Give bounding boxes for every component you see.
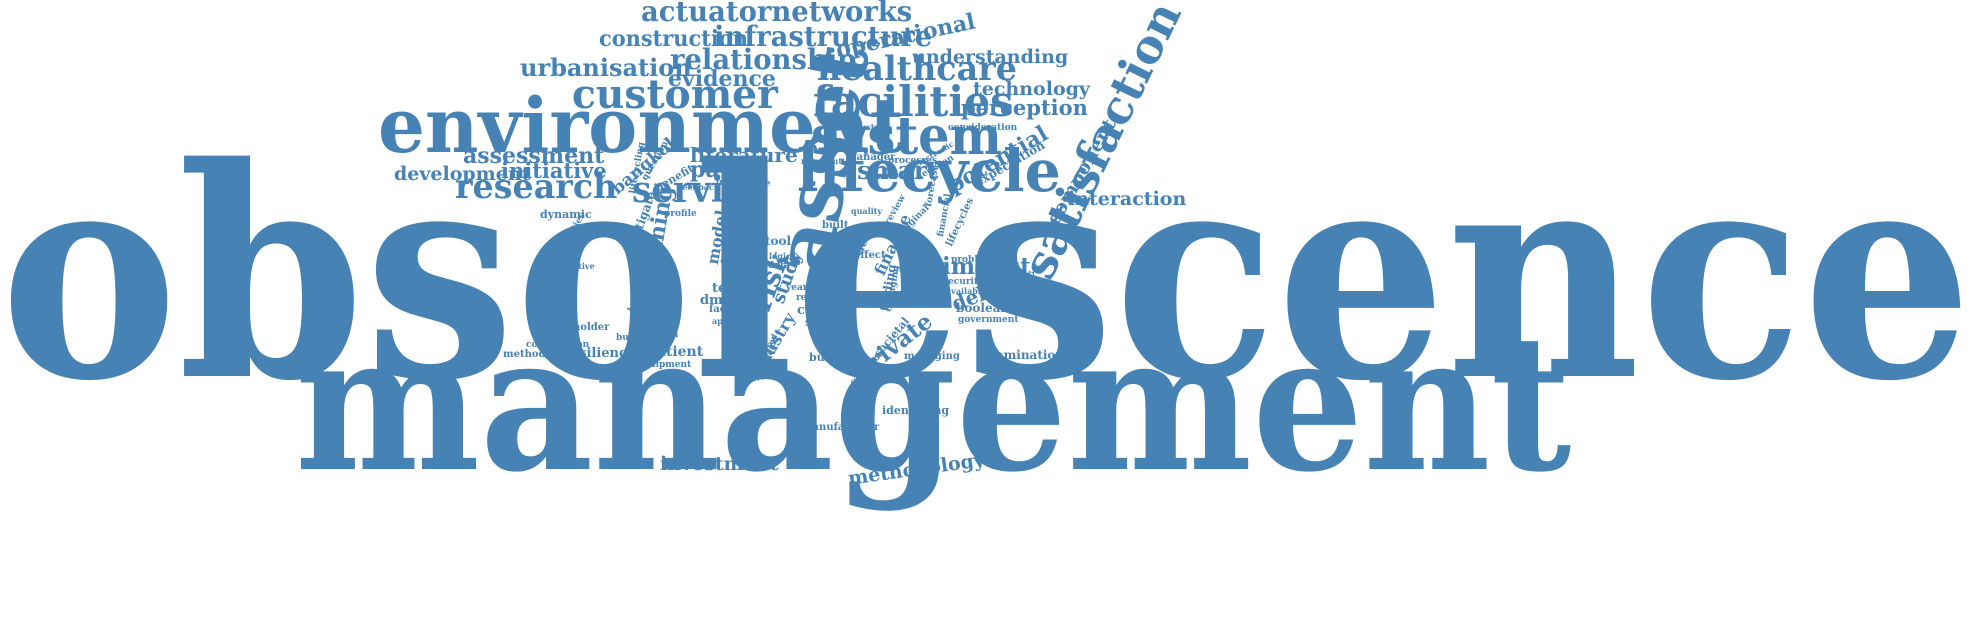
word-quality: quality bbox=[851, 206, 883, 216]
word-facility: facility bbox=[709, 304, 748, 315]
word-technology: technology bbox=[973, 78, 1090, 100]
word-research: research bbox=[455, 167, 618, 207]
word-obsolescence: obsolescence bbox=[0, 105, 1973, 445]
word-government: government bbox=[958, 315, 1019, 325]
word-resilience: resilience bbox=[564, 346, 636, 361]
word-patient: patient bbox=[647, 344, 704, 360]
word-system: system bbox=[811, 106, 1002, 167]
word-assset: assset bbox=[817, 323, 859, 337]
word-effect: effect bbox=[854, 250, 886, 261]
word-smart: smart bbox=[857, 156, 939, 185]
word-stakeholder: stakeholder bbox=[543, 322, 610, 333]
word-result: result bbox=[796, 293, 826, 303]
word-managing: managing bbox=[904, 351, 960, 362]
word-sensor: sensor bbox=[805, 315, 850, 329]
word-analysis: analysis bbox=[721, 349, 762, 359]
word-impact: impact bbox=[942, 253, 1031, 280]
word-equipment: equipment bbox=[637, 360, 692, 370]
word-investment: investment bbox=[660, 453, 779, 475]
word-logic: logic bbox=[769, 251, 791, 261]
word-infrastructure: infrastructure bbox=[714, 20, 933, 53]
word-case: case bbox=[818, 232, 848, 246]
word-feedback: feedback bbox=[679, 182, 720, 192]
word-urbanisation: urbanisation bbox=[520, 53, 692, 82]
word-building: building bbox=[809, 351, 861, 364]
word-proactive: proactive bbox=[553, 261, 595, 271]
word-perception: perception bbox=[961, 95, 1088, 120]
word-insight: insight bbox=[716, 177, 748, 187]
word-tool: tool bbox=[765, 234, 792, 248]
word-change: change bbox=[812, 297, 845, 307]
word-environment: environment bbox=[378, 81, 904, 170]
word-customer: customer bbox=[572, 71, 778, 118]
word-management: management bbox=[295, 293, 1572, 514]
word-examination: examination bbox=[981, 348, 1065, 362]
word-demand: demand bbox=[632, 317, 677, 328]
word-industries: industries bbox=[846, 122, 892, 132]
word-assessment: assessment bbox=[463, 143, 605, 169]
word-interaction: interaction bbox=[1068, 188, 1187, 210]
word-testing: testing bbox=[712, 281, 764, 296]
word-built: built bbox=[822, 220, 849, 231]
word-resultant: resultant bbox=[801, 156, 843, 166]
word-initiative: initiative bbox=[501, 158, 607, 183]
word-profile: profile bbox=[664, 209, 697, 219]
word-understanding: understanding bbox=[912, 46, 1069, 68]
word-future: future bbox=[739, 179, 771, 189]
word-dynamic: dynamic bbox=[540, 208, 592, 221]
word-literature: literature bbox=[690, 143, 798, 167]
word-available: available bbox=[946, 286, 986, 296]
word-manufacturer: manufacturer bbox=[802, 422, 880, 433]
word-limitation: limitation bbox=[634, 329, 679, 339]
word-consideration: consideration bbox=[948, 123, 1018, 133]
word-processes: processes bbox=[888, 156, 938, 166]
word-paper: paper bbox=[690, 157, 761, 183]
word-combination: combination bbox=[526, 340, 590, 350]
word-problem: problem bbox=[951, 255, 993, 265]
word-service: service bbox=[632, 169, 767, 211]
word-security: security bbox=[943, 277, 984, 287]
word-lifecycle: lifecycle bbox=[797, 137, 1061, 205]
word-businesses: businesses bbox=[616, 333, 671, 343]
word-identifying: identifying bbox=[882, 404, 950, 417]
word-healthcare: healthcare bbox=[817, 49, 1017, 89]
word-support: support bbox=[722, 324, 757, 334]
word-methodologies: methodologies bbox=[503, 349, 586, 360]
word-actuatornetworks: actuatornetworks bbox=[641, 0, 913, 28]
word-construction: construction bbox=[599, 26, 748, 52]
word-dmsms: dmsms bbox=[700, 293, 752, 308]
word-approach: approach bbox=[712, 316, 754, 326]
word-manager: manager bbox=[846, 152, 896, 163]
word-boolean: boolean bbox=[956, 301, 1010, 315]
word-facilities: facilities bbox=[813, 77, 1014, 126]
word-year: year bbox=[786, 283, 808, 293]
word-development: development bbox=[394, 163, 531, 185]
word-data: data bbox=[768, 261, 791, 271]
word-current: current bbox=[797, 303, 852, 318]
word-evidence: evidence bbox=[668, 66, 776, 92]
word-relationship: relationship bbox=[670, 43, 857, 76]
